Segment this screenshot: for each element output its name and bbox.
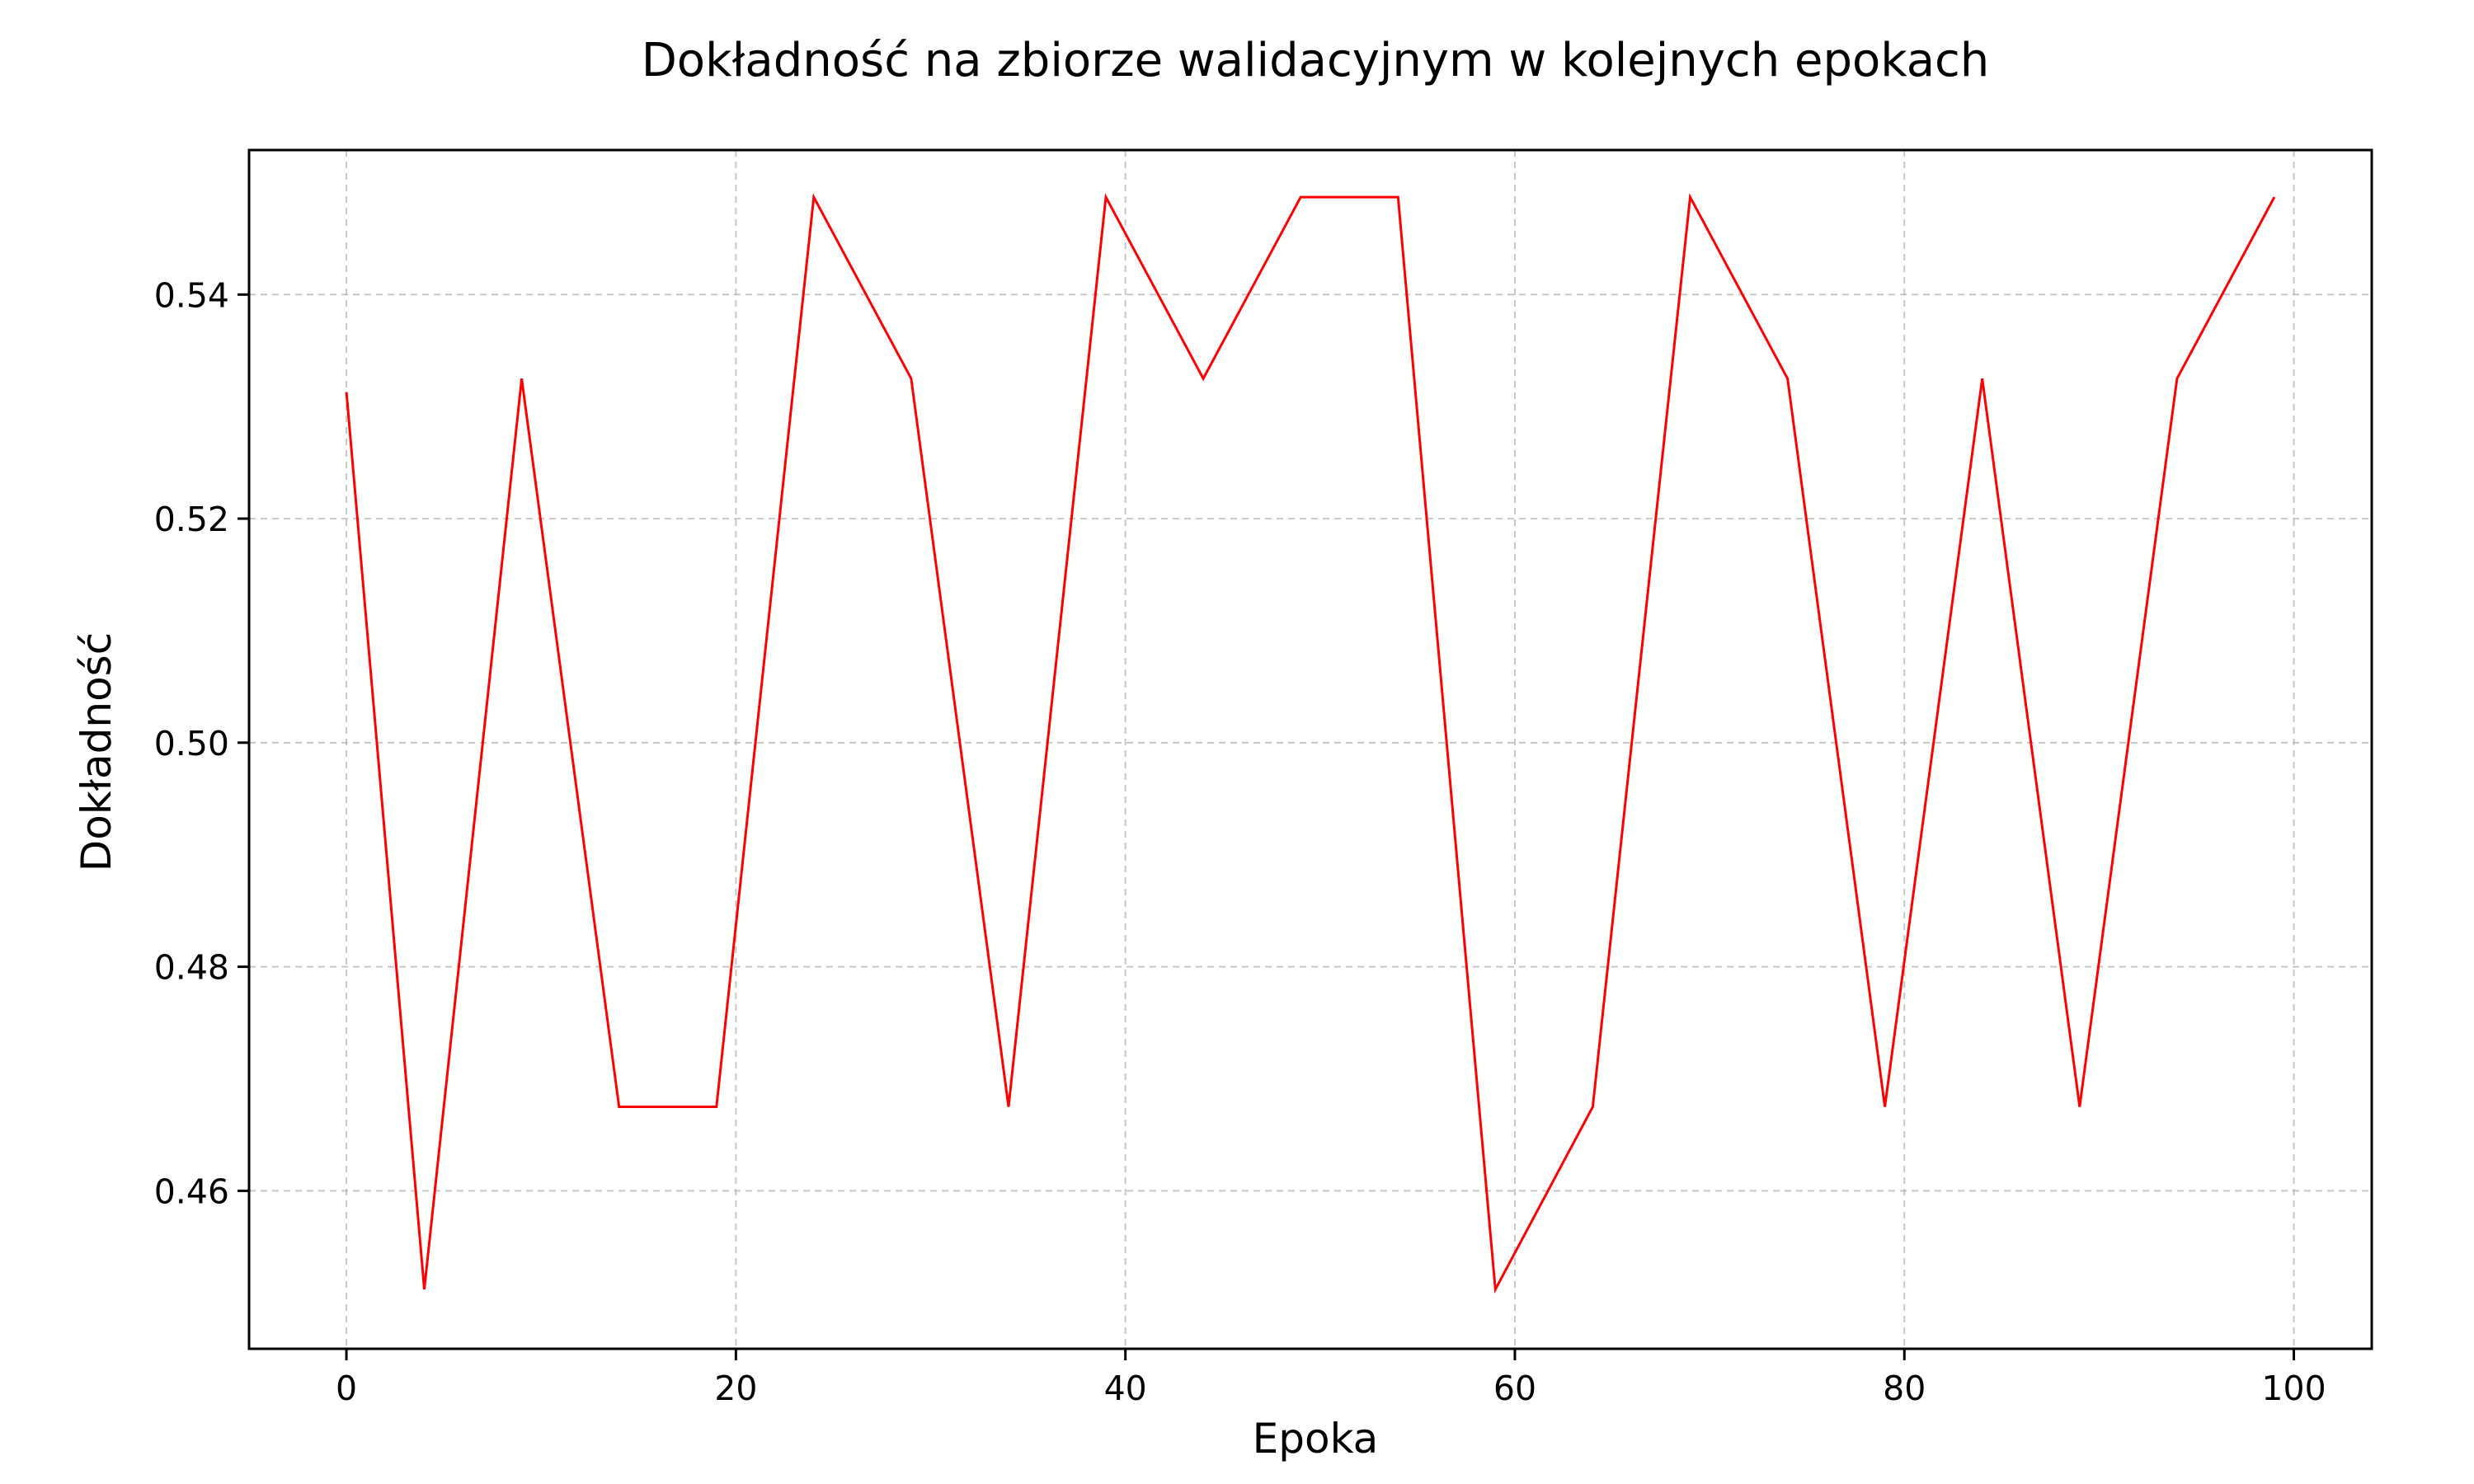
plot-frame — [247, 148, 2373, 1350]
y-tick-label: 0.50 — [154, 724, 229, 763]
y-tick-label: 0.52 — [154, 500, 229, 539]
x-tick-label: 60 — [1493, 1369, 1536, 1408]
y-tick-label: 0.54 — [154, 275, 229, 315]
x-tick-label: 40 — [1104, 1369, 1147, 1408]
y-tick-label: 0.46 — [154, 1172, 229, 1211]
x-axis-label: Epoka — [1253, 1415, 1379, 1463]
chart-title: Dokładność na zbiorze walidacyjnym w kol… — [642, 34, 1990, 87]
grid-layer — [249, 150, 2372, 1349]
x-tick-label: 100 — [2261, 1369, 2326, 1408]
series-layer — [345, 193, 2276, 1294]
series-line — [345, 193, 2276, 1294]
x-tick-label: 80 — [1883, 1369, 1926, 1408]
tick-layer: 0 20 40 60 80 100 0.46 0.48 0.50 0.52 0.54 — [154, 275, 2326, 1408]
y-tick-label: 0.48 — [154, 948, 229, 988]
x-tick-label: 0 — [336, 1369, 357, 1408]
y-axis-label: Dokładność — [73, 632, 120, 871]
x-tick-label: 20 — [714, 1369, 757, 1408]
